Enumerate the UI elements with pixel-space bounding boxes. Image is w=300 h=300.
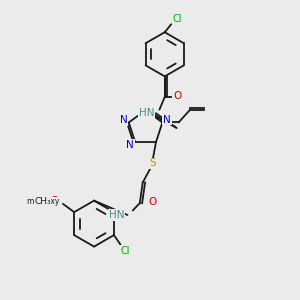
Text: O: O — [173, 92, 181, 102]
Text: HN: HN — [139, 108, 154, 118]
Text: Cl: Cl — [172, 14, 182, 24]
Text: Cl: Cl — [121, 246, 130, 256]
Text: CH₃: CH₃ — [34, 197, 51, 206]
Text: O: O — [173, 92, 181, 101]
Text: N: N — [163, 115, 171, 124]
Text: O: O — [148, 197, 156, 207]
Text: methoxy: methoxy — [27, 197, 60, 206]
Text: N: N — [126, 140, 134, 150]
Text: S: S — [150, 158, 156, 168]
Text: N: N — [120, 115, 128, 125]
Text: O: O — [50, 196, 58, 206]
Text: HN: HN — [109, 210, 124, 220]
